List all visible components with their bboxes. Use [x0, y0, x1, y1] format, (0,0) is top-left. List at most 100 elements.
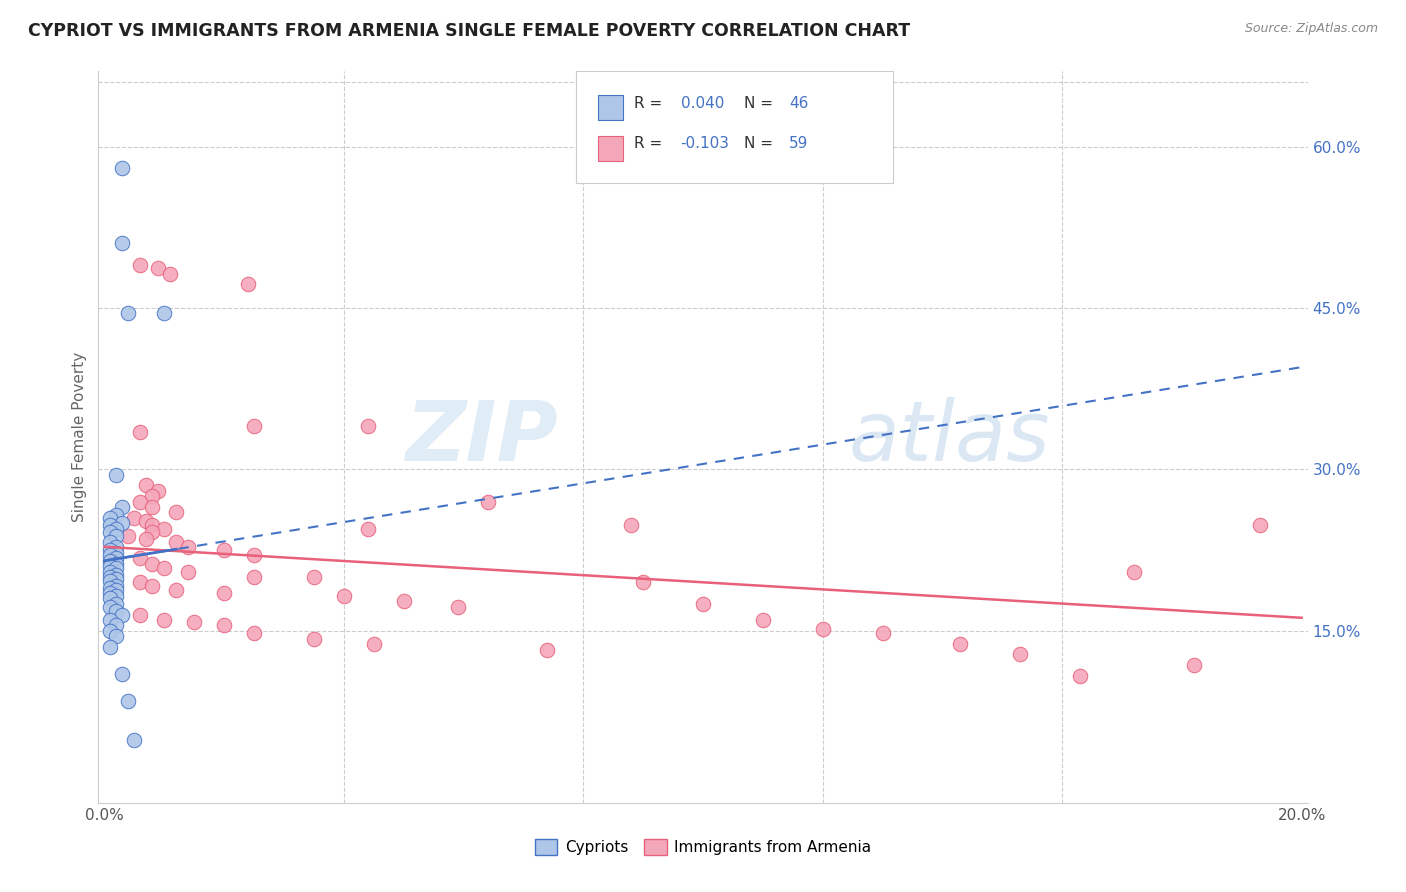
Point — [111, 236, 134, 251]
Point — [129, 258, 152, 272]
Point — [243, 570, 266, 584]
Point — [620, 518, 643, 533]
Point — [165, 582, 187, 597]
Point — [105, 529, 128, 543]
Point — [631, 575, 654, 590]
Point — [100, 524, 122, 539]
Point — [165, 535, 187, 549]
Point — [117, 306, 139, 320]
Point — [212, 618, 235, 632]
Point — [100, 570, 122, 584]
Point — [165, 505, 187, 519]
Point — [141, 578, 163, 592]
Point — [111, 516, 134, 530]
Text: N =: N = — [744, 96, 778, 112]
Point — [243, 625, 266, 640]
Point — [105, 467, 128, 482]
Point — [100, 600, 122, 615]
Point — [100, 554, 122, 568]
Point — [105, 589, 128, 603]
Point — [148, 261, 170, 276]
Y-axis label: Single Female Poverty: Single Female Poverty — [72, 352, 87, 522]
Point — [129, 607, 152, 622]
Point — [872, 625, 894, 640]
Point — [105, 561, 128, 575]
Point — [236, 277, 259, 292]
Point — [117, 693, 139, 707]
Point — [129, 494, 152, 508]
Point — [302, 632, 325, 647]
Text: CYPRIOT VS IMMIGRANTS FROM ARMENIA SINGLE FEMALE POVERTY CORRELATION CHART: CYPRIOT VS IMMIGRANTS FROM ARMENIA SINGL… — [28, 22, 910, 40]
Text: -0.103: -0.103 — [681, 136, 730, 152]
Point — [536, 643, 558, 657]
Point — [129, 575, 152, 590]
Point — [100, 559, 122, 574]
Point — [243, 419, 266, 434]
Point — [100, 543, 122, 558]
Point — [446, 600, 468, 615]
Point — [105, 618, 128, 632]
Point — [105, 540, 128, 554]
Point — [357, 521, 380, 535]
Point — [129, 550, 152, 565]
Point — [100, 591, 122, 606]
Point — [100, 640, 122, 654]
Point — [1249, 518, 1271, 533]
Point — [1069, 669, 1091, 683]
Point — [105, 597, 128, 611]
Point — [135, 478, 157, 492]
Point — [357, 419, 380, 434]
Text: R =: R = — [634, 96, 668, 112]
Point — [100, 581, 122, 595]
Point — [477, 494, 499, 508]
Point — [105, 508, 128, 522]
Point — [141, 489, 163, 503]
Point — [949, 637, 972, 651]
Text: R =: R = — [634, 136, 668, 152]
Point — [1123, 565, 1146, 579]
Point — [1182, 658, 1205, 673]
Point — [392, 593, 415, 607]
Point — [153, 306, 176, 320]
Point — [100, 518, 122, 533]
Point — [177, 540, 200, 554]
Point — [124, 733, 146, 747]
Point — [105, 604, 128, 618]
Point — [105, 557, 128, 571]
Point — [105, 546, 128, 560]
Point — [100, 624, 122, 638]
Text: Source: ZipAtlas.com: Source: ZipAtlas.com — [1244, 22, 1378, 36]
Point — [141, 524, 163, 539]
Point — [100, 535, 122, 549]
Point — [153, 521, 176, 535]
Point — [111, 666, 134, 681]
Text: N =: N = — [744, 136, 778, 152]
Point — [111, 500, 134, 514]
Point — [117, 529, 139, 543]
Text: atlas: atlas — [848, 397, 1050, 477]
Point — [100, 510, 122, 524]
Point — [692, 597, 714, 611]
Point — [100, 549, 122, 563]
Point — [100, 574, 122, 589]
Point — [100, 565, 122, 579]
Point — [153, 561, 176, 575]
Point — [105, 578, 128, 592]
Point — [141, 518, 163, 533]
Point — [177, 565, 200, 579]
Point — [105, 550, 128, 565]
Point — [105, 572, 128, 586]
Point — [105, 582, 128, 597]
Point — [302, 570, 325, 584]
Point — [105, 629, 128, 643]
Point — [333, 589, 356, 603]
Point — [811, 622, 834, 636]
Text: 59: 59 — [789, 136, 808, 152]
Point — [105, 567, 128, 582]
Text: ZIP: ZIP — [405, 397, 558, 477]
Point — [212, 586, 235, 600]
Point — [100, 613, 122, 627]
Point — [105, 521, 128, 535]
Point — [752, 613, 775, 627]
Point — [100, 586, 122, 600]
